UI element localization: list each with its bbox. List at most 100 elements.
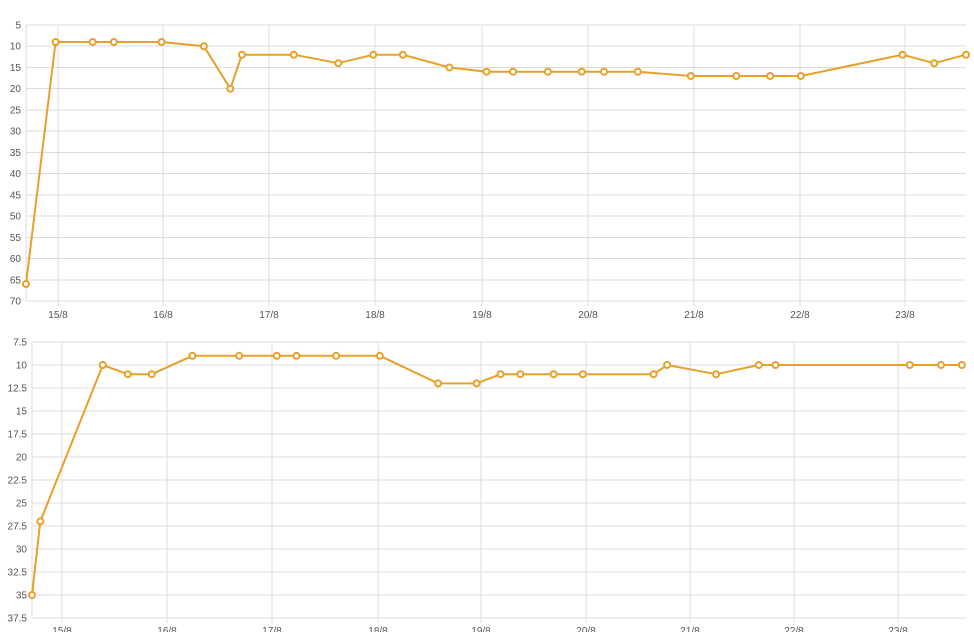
x-tick-label: 22/8 — [790, 310, 810, 321]
x-tick-label: 15/8 — [48, 310, 68, 321]
data-point[interactable] — [516, 370, 525, 379]
data-point[interactable] — [482, 67, 491, 76]
data-point[interactable] — [543, 67, 552, 76]
series-line — [25, 41, 967, 285]
x-tick-label: 16/8 — [153, 310, 173, 321]
data-point[interactable] — [496, 370, 505, 379]
data-point[interactable] — [235, 351, 244, 360]
y-tick-label: 12.5 — [8, 384, 28, 395]
data-point[interactable] — [663, 361, 672, 369]
y-tick-label: 15 — [16, 407, 28, 418]
x-tick-label: 18/8 — [368, 626, 388, 632]
data-point[interactable] — [686, 71, 695, 80]
x-tick-label: 17/8 — [262, 626, 282, 632]
y-tick-label: 40 — [10, 169, 22, 180]
x-tick-label: 16/8 — [157, 626, 177, 632]
x-tick-label: 20/8 — [576, 626, 596, 632]
y-tick-label: 30 — [16, 545, 28, 556]
data-point[interactable] — [289, 50, 298, 59]
x-tick-label: 18/8 — [365, 310, 385, 321]
x-tick-label: 15/8 — [52, 626, 72, 632]
data-point[interactable] — [732, 71, 741, 80]
y-tick-label: 37.5 — [8, 614, 28, 625]
y-tick-label: 10 — [16, 361, 28, 372]
x-tick-label: 17/8 — [259, 310, 279, 321]
y-tick-label: 7.5 — [13, 338, 27, 349]
x-tick-label: 23/8 — [888, 626, 908, 632]
x-tick-label: 21/8 — [684, 310, 704, 321]
data-point[interactable] — [109, 37, 118, 46]
y-tick-label: 22.5 — [8, 476, 28, 487]
data-point[interactable] — [147, 370, 156, 379]
y-tick-label: 35 — [16, 591, 28, 602]
data-point[interactable] — [199, 42, 208, 51]
data-point[interactable] — [398, 50, 407, 59]
data-point[interactable] — [36, 517, 45, 526]
data-point[interactable] — [649, 370, 658, 379]
data-point[interactable] — [445, 63, 454, 72]
y-tick-label: 20 — [16, 453, 28, 464]
y-tick-label: 50 — [10, 212, 22, 223]
data-point[interactable] — [434, 379, 443, 388]
data-point[interactable] — [930, 59, 939, 68]
data-point[interactable] — [51, 37, 60, 46]
y-tick-label: 5 — [15, 21, 21, 32]
data-point[interactable] — [272, 351, 281, 360]
data-point[interactable] — [98, 361, 107, 369]
data-point[interactable] — [472, 379, 481, 388]
data-point[interactable] — [28, 591, 36, 599]
data-point[interactable] — [937, 361, 946, 369]
series-line — [31, 354, 962, 596]
y-tick-label: 45 — [10, 190, 22, 201]
data-point[interactable] — [578, 370, 587, 379]
data-point[interactable] — [771, 361, 780, 369]
y-tick-label: 25 — [16, 499, 28, 510]
chart-top: 5 10 15 20 25 30 35 40 45 50 55 60 65 70 15/8 16/8 17/8 1… — [10, 21, 970, 321]
x-tick-label: 23/8 — [895, 310, 915, 321]
y-tick-label: 27.5 — [8, 522, 28, 533]
data-point[interactable] — [226, 84, 235, 93]
data-point[interactable] — [633, 67, 642, 76]
x-tick-label: 22/8 — [784, 626, 804, 632]
y-tick-label: 35 — [10, 148, 22, 159]
data-point[interactable] — [549, 370, 558, 379]
data-point[interactable] — [123, 370, 132, 379]
data-point[interactable] — [292, 351, 301, 360]
y-tick-label: 65 — [10, 275, 22, 286]
y-tick-label: 55 — [10, 233, 22, 244]
y-tick-label: 10 — [10, 42, 22, 53]
y-tick-label: 15 — [10, 63, 22, 74]
x-tick-label: 20/8 — [578, 310, 598, 321]
data-point[interactable] — [237, 50, 246, 59]
data-point[interactable] — [508, 67, 517, 76]
data-point[interactable] — [712, 370, 721, 379]
data-point[interactable] — [754, 361, 763, 369]
data-point[interactable] — [962, 50, 970, 59]
data-point[interactable] — [766, 71, 775, 80]
x-tick-label: 19/8 — [471, 626, 491, 632]
chart-bottom: 7.5 10 12.5 15 17.5 20 22.5 25 27.5 30 32.5 35 37.5 1… — [8, 338, 966, 632]
y-tick-label: 30 — [10, 127, 22, 138]
data-point[interactable] — [577, 67, 586, 76]
data-point[interactable] — [188, 351, 197, 360]
data-point[interactable] — [157, 37, 166, 46]
data-point[interactable] — [369, 50, 378, 59]
data-point[interactable] — [88, 37, 97, 46]
data-point[interactable] — [332, 351, 341, 360]
data-point[interactable] — [334, 59, 343, 68]
data-point[interactable] — [22, 280, 30, 289]
data-point[interactable] — [796, 71, 805, 80]
y-tick-label: 60 — [10, 254, 22, 265]
y-tick-label: 20 — [10, 84, 22, 95]
data-point[interactable] — [599, 67, 608, 76]
x-tick-label: 19/8 — [472, 310, 492, 321]
y-tick-label: 25 — [10, 105, 22, 116]
data-point[interactable] — [905, 361, 914, 369]
data-point[interactable] — [375, 351, 384, 360]
y-tick-label: 70 — [10, 297, 22, 308]
x-tick-label: 21/8 — [680, 626, 700, 632]
data-point[interactable] — [898, 50, 907, 59]
y-tick-label: 32.5 — [8, 568, 28, 579]
data-point[interactable] — [957, 361, 966, 369]
